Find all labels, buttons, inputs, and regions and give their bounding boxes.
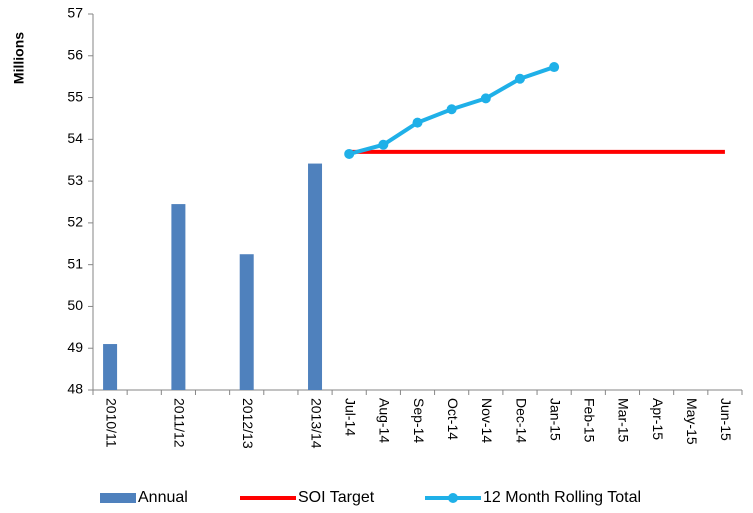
x-tick-label: Mar-15 <box>616 398 632 443</box>
marker <box>378 139 389 150</box>
x-tick-label: 2012/13 <box>240 398 256 449</box>
x-tick-label: 2013/14 <box>308 398 324 449</box>
x-tick-label: 2010/11 <box>103 398 119 448</box>
y-tick-label: 54 <box>67 130 83 146</box>
legend-label: SOI Target <box>298 489 375 506</box>
x-tick-label: Apr-15 <box>650 398 666 440</box>
bar <box>103 344 118 390</box>
marker <box>446 104 457 115</box>
y-tick-label: 48 <box>67 381 83 397</box>
y-tick-label: 51 <box>67 255 83 271</box>
bar <box>308 163 323 390</box>
y-tick-label: 53 <box>67 172 83 188</box>
x-tick-label: Oct-14 <box>445 398 461 440</box>
legend-label: 12 Month Rolling Total <box>483 489 641 506</box>
marker <box>514 73 525 84</box>
x-tick-label: Jan-15 <box>547 398 563 441</box>
x-tick-label: Sep-14 <box>411 398 427 443</box>
x-tick-label: Nov-14 <box>479 398 495 443</box>
legend-swatch <box>100 493 136 503</box>
x-tick-label: Jul-14 <box>342 398 358 436</box>
y-axis-label: Millions <box>11 32 27 84</box>
y-tick-label: 55 <box>67 88 83 104</box>
x-tick-label: May-15 <box>684 398 700 445</box>
marker <box>412 117 423 128</box>
marker <box>549 62 560 73</box>
marker <box>480 93 491 104</box>
x-tick-label: Dec-14 <box>513 398 529 443</box>
x-tick-label: Feb-15 <box>582 398 598 443</box>
y-tick-label: 57 <box>67 5 83 21</box>
marker <box>344 148 355 159</box>
x-tick-label: 2011/12 <box>172 398 188 448</box>
x-tick-label: Jun-15 <box>718 398 734 441</box>
bar <box>239 254 254 390</box>
legend-marker <box>448 493 458 503</box>
y-tick-label: 50 <box>67 297 83 313</box>
bar <box>171 204 186 390</box>
y-tick-label: 49 <box>67 339 83 355</box>
y-tick-label: 56 <box>67 46 83 62</box>
y-tick-label: 52 <box>67 214 83 230</box>
x-tick-label: Aug-14 <box>377 398 393 443</box>
legend-label: Annual <box>138 489 188 506</box>
